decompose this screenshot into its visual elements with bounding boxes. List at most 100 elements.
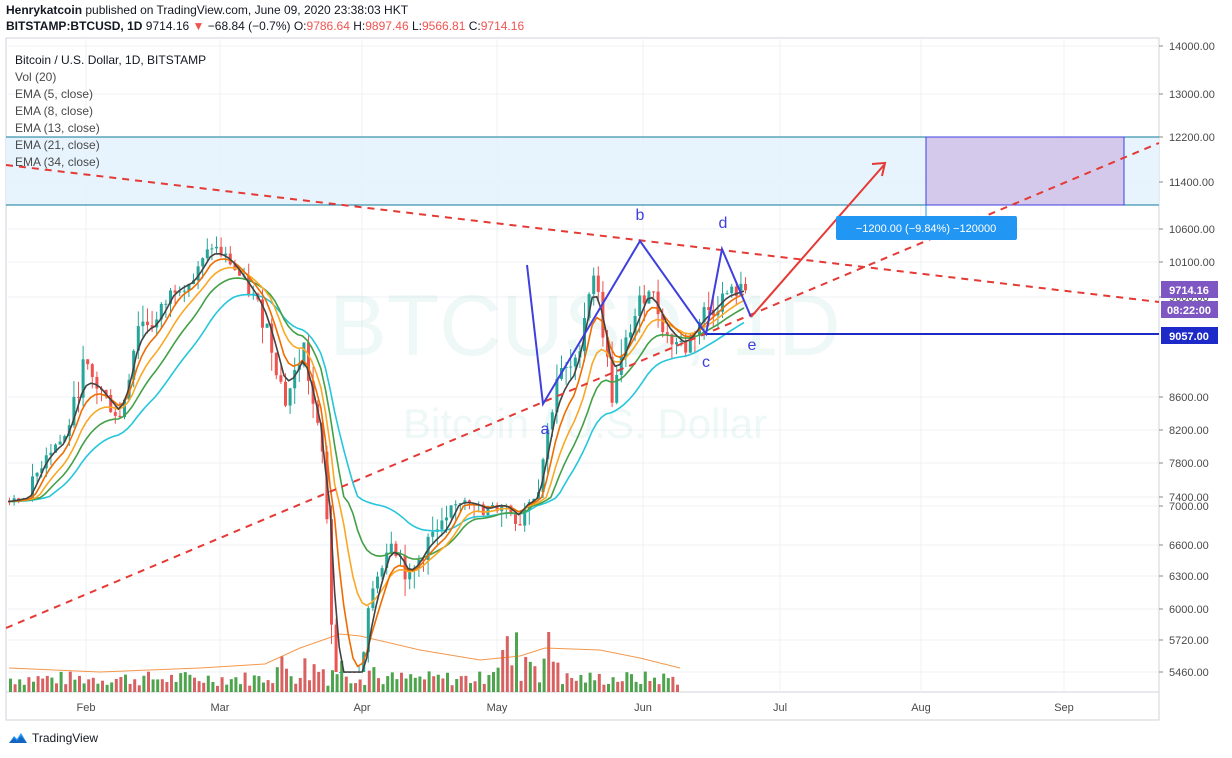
volume-bar <box>243 672 247 692</box>
volume-bar <box>262 682 265 692</box>
volume-bar <box>455 678 459 692</box>
volume-bar <box>602 684 606 692</box>
volume-bar <box>561 684 564 692</box>
tradingview-logo[interactable]: TradingView <box>8 731 98 745</box>
volume-bar <box>160 679 164 692</box>
candle-body <box>307 342 310 381</box>
y-tick-label: 5460.00 <box>1169 667 1209 679</box>
volume-bar <box>423 679 426 692</box>
volume-bar <box>418 676 422 692</box>
candle-body <box>31 476 34 500</box>
candle-body <box>339 672 343 673</box>
author-name[interactable]: Henrykatcoin <box>6 3 83 17</box>
volume-bar <box>436 674 440 692</box>
candle-body <box>224 253 228 256</box>
candle-body <box>265 323 269 328</box>
candle-body <box>633 315 637 333</box>
candle-body <box>279 375 283 382</box>
low-value: 9566.81 <box>422 19 466 33</box>
volume-bar <box>386 676 390 692</box>
candle-body <box>219 246 223 256</box>
volume-bar <box>358 679 362 692</box>
volume-bar <box>588 672 592 692</box>
wave-label-b: b <box>636 207 645 224</box>
low-label: L: <box>411 19 422 33</box>
candle-body <box>201 258 205 267</box>
volume-bar <box>344 676 348 692</box>
volume-bar <box>229 679 233 692</box>
volume-bar <box>206 675 210 692</box>
volume-bar <box>124 674 127 692</box>
legend-item-ema34[interactable]: EMA (34, close) <box>15 155 100 169</box>
indicator-legend: Bitcoin / U.S. Dollar, 1D, BITSTAMP Vol … <box>15 52 206 171</box>
candle-body <box>514 514 517 524</box>
volume-bar <box>317 671 321 692</box>
volume-bar <box>510 665 514 692</box>
legend-item-ema5[interactable]: EMA (5, close) <box>15 87 94 101</box>
volume-bar <box>257 676 261 692</box>
candle-body <box>458 503 462 505</box>
x-tick-label: Jul <box>773 702 787 714</box>
candle-body <box>334 624 338 672</box>
candle-body <box>159 303 163 320</box>
candle-body <box>573 357 577 367</box>
candle-body <box>739 283 743 296</box>
volume-bar <box>446 672 449 692</box>
volume-bar <box>363 684 367 692</box>
candle-body <box>481 504 485 515</box>
volume-bar <box>280 656 284 692</box>
price-label-bg <box>1161 281 1218 298</box>
volume-ma-line <box>8 633 681 673</box>
candle-body <box>95 376 99 389</box>
candle-body <box>376 576 379 589</box>
y-tick-label: 8200.00 <box>1169 425 1209 437</box>
candle-body <box>54 444 57 453</box>
candle-body <box>146 321 149 326</box>
candle-body <box>638 295 642 316</box>
price-label-0: 9714.16 <box>1169 285 1209 297</box>
volume-bar <box>170 674 173 692</box>
brand-text: TradingView <box>32 731 99 745</box>
volume-bar <box>395 679 399 692</box>
legend-item-ema21[interactable]: EMA (21, close) <box>15 138 100 152</box>
volume-bar <box>662 673 666 692</box>
measure-tooltip: −1200.00 (−9.84%) −120000 <box>836 205 1017 240</box>
volume-bar <box>413 677 417 692</box>
price-label-1: 08:22:00 <box>1167 305 1211 317</box>
volume-bar <box>105 684 109 692</box>
volume-bar <box>298 677 302 692</box>
candle-body <box>523 509 527 526</box>
candle-body <box>330 519 333 625</box>
volume-bar <box>73 679 77 692</box>
candle-body <box>491 504 494 508</box>
volume-bar <box>653 677 656 692</box>
volume-bar <box>505 636 509 692</box>
legend-item-ema13[interactable]: EMA (13, close) <box>15 121 100 135</box>
candle-body <box>238 269 241 276</box>
volume-bar <box>211 681 215 692</box>
volume-bar <box>464 675 468 692</box>
volume-bar <box>119 676 123 692</box>
volume-bar <box>409 674 413 692</box>
measure-tooltip-bg <box>836 216 1017 240</box>
x-tick-label: May <box>487 702 508 714</box>
candle-body <box>113 412 117 416</box>
candle-body <box>684 340 688 353</box>
legend-title[interactable]: Bitcoin / U.S. Dollar, 1D, BITSTAMP <box>15 53 207 67</box>
volume-bar <box>59 671 63 692</box>
y-tick-label: 7400.00 <box>1169 492 1209 504</box>
legend-item-ema8[interactable]: EMA (8, close) <box>15 104 94 118</box>
candle-body <box>251 293 255 295</box>
price-label-bg <box>1161 301 1218 318</box>
candle-body <box>707 307 711 310</box>
legend-item-vol[interactable]: Vol (20) <box>15 70 57 84</box>
volume-bar <box>648 680 652 692</box>
candle-body <box>615 375 619 403</box>
volume-bar <box>32 681 35 692</box>
volume-bar <box>551 661 555 692</box>
volume-bar <box>625 672 629 692</box>
volume-bar <box>188 674 192 692</box>
volume-bar <box>574 680 578 692</box>
candle-body <box>215 246 218 249</box>
